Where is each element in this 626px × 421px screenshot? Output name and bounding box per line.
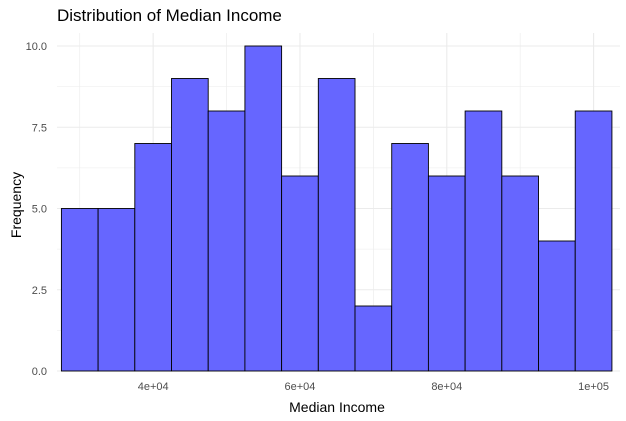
histogram-bar [171,78,209,372]
histogram-bar [501,175,539,372]
y-tick-label: 0.0 [32,366,47,378]
histogram-bar [97,208,136,372]
y-tick-label: 7.5 [32,122,47,134]
x-tick-label: 1e+05 [578,381,609,393]
histogram-bar [391,143,429,372]
histogram-bar [244,45,283,372]
x-tick-labels: 4e+04 6e+04 8e+04 1e+05 [138,381,609,393]
histogram-bar [354,305,393,372]
histogram-bar [464,110,503,372]
x-tick-label: 6e+04 [285,381,316,393]
y-tick-label: 2.5 [32,285,47,297]
chart-title: Distribution of Median Income [57,6,282,25]
histogram-bar [427,175,466,372]
x-tick-label: 8e+04 [431,381,462,393]
y-tick-label: 5.0 [32,204,47,216]
x-axis-label: Median Income [289,399,385,415]
histogram-bar [574,110,613,372]
y-tick-label: 10.0 [26,41,47,53]
histogram-bar [207,110,246,372]
x-tick-label: 4e+04 [138,381,169,393]
histogram-bar [281,175,319,372]
histogram-bars [60,45,613,372]
histogram-bar [317,78,356,372]
histogram-bar [134,143,172,372]
histogram-bar [60,208,99,372]
y-tick-labels: 0.0 2.5 5.0 7.5 10.0 [26,41,47,378]
histogram-bar [538,240,576,372]
